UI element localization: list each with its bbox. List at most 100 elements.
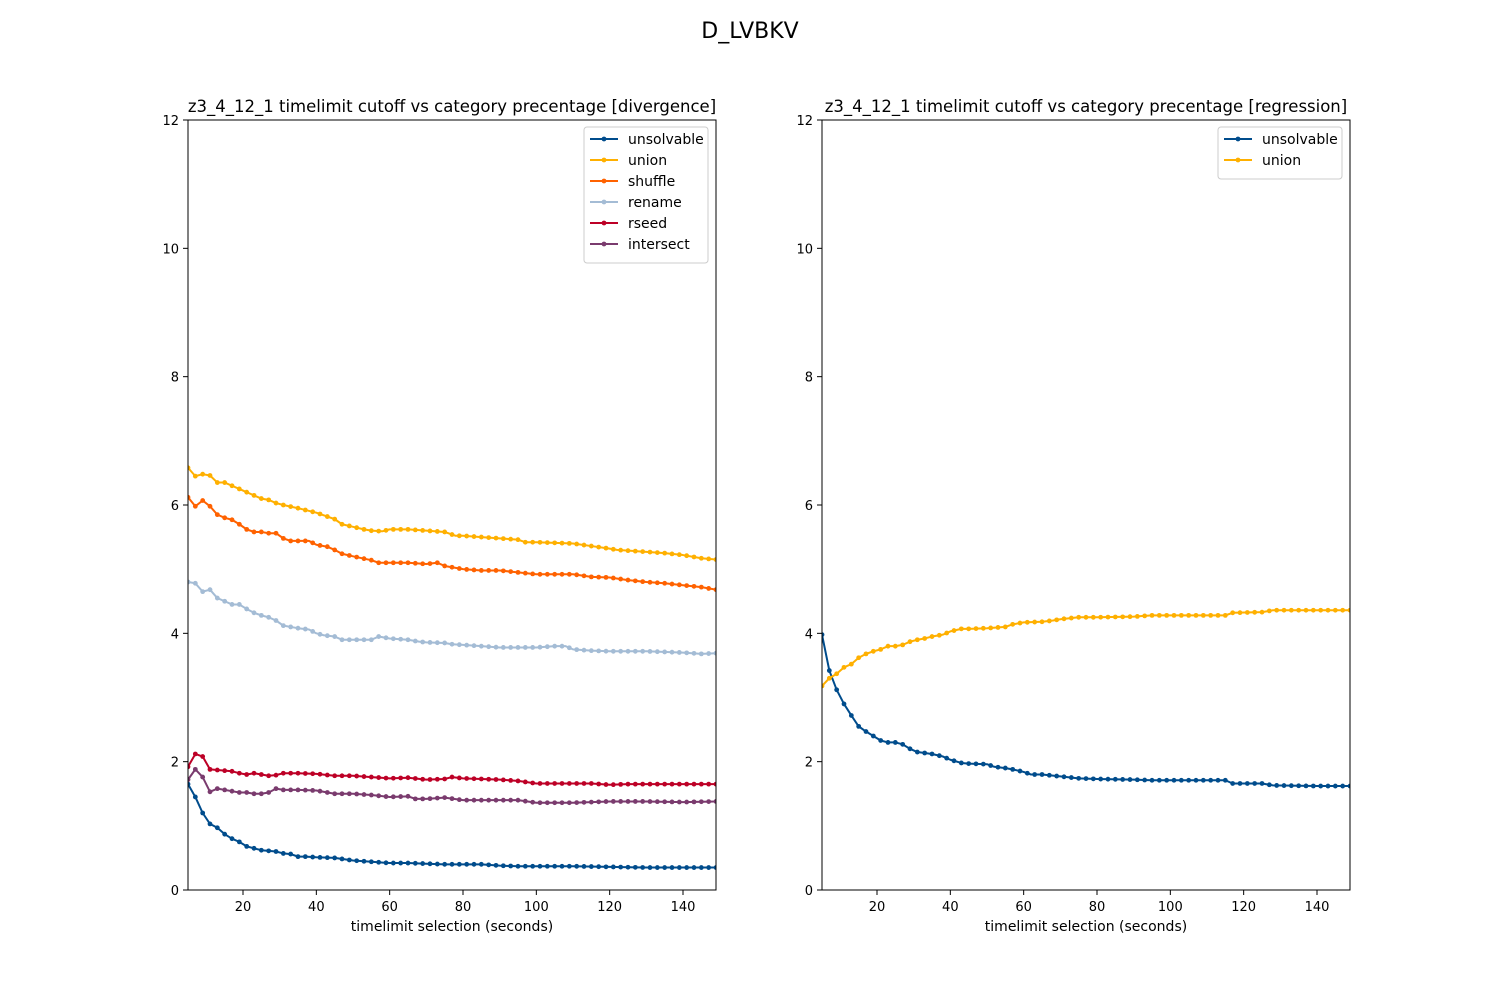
data-point [610, 648, 616, 654]
data-point [1200, 777, 1206, 783]
data-point [1222, 612, 1228, 618]
data-point [559, 540, 565, 546]
data-point [280, 623, 286, 629]
y-tick-label: 8 [805, 371, 813, 386]
data-point [332, 634, 338, 639]
data-point [603, 864, 609, 870]
data-point [618, 547, 624, 553]
data-point [222, 515, 228, 521]
data-point [1149, 777, 1155, 783]
data-point [449, 796, 455, 802]
data-point [368, 557, 374, 563]
data-point [654, 865, 660, 870]
data-point [188, 777, 191, 783]
data-point [537, 863, 543, 869]
data-point [464, 776, 470, 781]
data-point [1296, 607, 1302, 613]
data-point [676, 781, 682, 787]
data-point [214, 480, 220, 485]
data-point [713, 865, 716, 870]
data-point [1186, 612, 1192, 618]
data-point [214, 767, 220, 773]
plot-area: 20 40 60 80 100 120 140 0 2 4 6 8 10 12 unsolvable unio… [796, 114, 1351, 915]
data-point [1090, 776, 1096, 782]
data-point [361, 792, 367, 797]
data-point [684, 553, 690, 559]
data-point [618, 648, 624, 654]
data-point [1310, 783, 1316, 789]
data-point [486, 535, 492, 540]
data-point [1237, 781, 1243, 786]
data-point [368, 792, 374, 798]
data-point [1039, 772, 1045, 777]
data-point [640, 781, 646, 787]
data-point [929, 751, 935, 757]
data-point [361, 858, 367, 864]
data-point [478, 643, 484, 649]
legend-swatch-marker [601, 220, 607, 226]
data-point [632, 578, 638, 584]
data-point [310, 629, 316, 634]
data-point [214, 786, 220, 792]
data-point [288, 624, 294, 630]
data-point [493, 568, 499, 573]
data-point [244, 843, 250, 849]
data-point [486, 568, 492, 573]
data-point [207, 789, 213, 795]
data-point [713, 781, 716, 787]
data-point [266, 848, 272, 854]
data-point [1017, 768, 1023, 774]
data-point [405, 560, 411, 566]
data-point [244, 790, 250, 795]
data-point [566, 863, 572, 869]
data-point [449, 774, 455, 780]
data-point [988, 625, 994, 631]
data-point [640, 799, 646, 804]
data-point [390, 526, 396, 532]
data-point [383, 527, 389, 533]
data-point [1171, 777, 1177, 783]
data-point [1347, 783, 1350, 789]
data-point [1178, 612, 1184, 618]
data-point [251, 610, 257, 616]
legend-swatch-marker [1235, 157, 1241, 163]
data-point [691, 865, 697, 870]
data-point [412, 527, 418, 533]
data-point [515, 778, 521, 784]
data-point [500, 645, 506, 650]
data-point [266, 530, 272, 536]
data-point [1112, 614, 1118, 620]
data-point [376, 634, 382, 639]
data-point [1332, 783, 1338, 789]
data-point [958, 626, 964, 632]
data-point [1310, 607, 1316, 613]
x-tick-label: 120 [597, 900, 622, 915]
data-point [214, 595, 220, 601]
data-point [610, 864, 616, 870]
x-tick-label: 40 [942, 900, 959, 915]
data-point [588, 864, 594, 869]
series-intersect [188, 766, 716, 806]
data-point [442, 861, 448, 867]
data-point [559, 643, 565, 649]
data-point [662, 799, 668, 805]
data-point [878, 646, 884, 652]
data-point [376, 775, 382, 780]
legend-label: unsolvable [628, 132, 704, 148]
legend-label: intersect [628, 237, 690, 253]
data-point [412, 776, 418, 781]
data-point [574, 541, 580, 547]
data-point [361, 774, 367, 779]
x-tick-label: 100 [524, 900, 549, 915]
data-point [1193, 777, 1199, 783]
x-tick-label: 60 [1015, 900, 1032, 915]
data-point [574, 863, 580, 869]
data-point [229, 602, 235, 607]
data-point [324, 855, 330, 861]
data-point [200, 774, 206, 780]
x-tick-label: 20 [869, 900, 886, 915]
data-point [588, 574, 594, 580]
data-point [412, 638, 418, 644]
data-point [266, 614, 272, 620]
data-point [1318, 783, 1324, 789]
